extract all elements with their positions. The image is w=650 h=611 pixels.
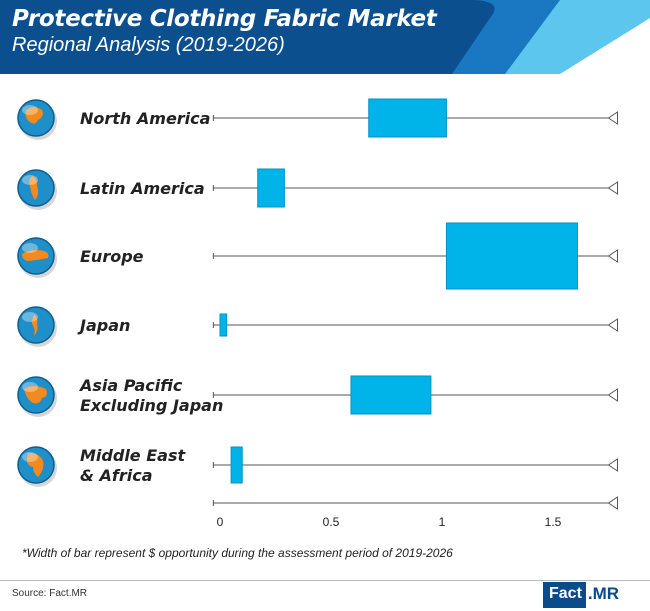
category-label: North America (80, 109, 210, 128)
category-label: Excluding Japan (80, 396, 223, 415)
title-block: Protective Clothing Fabric Market Region… (12, 6, 437, 58)
range-bar (230, 446, 243, 484)
category-label: Europe (80, 247, 144, 266)
globe-highlight (22, 452, 38, 462)
logo-fact-text: Fact (543, 582, 586, 608)
globe-highlight (22, 175, 38, 185)
header-dark-panel (0, 0, 495, 74)
globe-land (29, 176, 39, 200)
range-end-marker (607, 111, 618, 125)
globe-land (26, 453, 44, 477)
globe-highlight (22, 105, 38, 115)
globe-highlight (22, 382, 38, 392)
x-tick-label: 0.5 (323, 515, 340, 529)
range-bar (350, 375, 432, 415)
range-end-marker (607, 458, 618, 472)
factmr-logo: Fact .MR (543, 582, 624, 608)
logo-mr-text: .MR (585, 582, 624, 608)
globe-land (24, 386, 47, 404)
range-bar (368, 98, 447, 138)
header-banner (0, 0, 650, 74)
range-bar (219, 313, 228, 337)
globe-highlight (22, 312, 38, 322)
range-bar (257, 168, 285, 208)
range-bar (445, 222, 578, 290)
globe-land (25, 107, 43, 124)
range-end-marker (607, 388, 618, 402)
category-label: & Africa (80, 466, 153, 485)
x-tick-label: 1.5 (545, 515, 562, 529)
globe-land (32, 314, 38, 336)
x-tick-label: 0 (217, 515, 224, 529)
globe-highlight (22, 243, 38, 253)
category-label: Japan (77, 316, 130, 335)
category-label: Middle East (80, 446, 186, 465)
globe-land (22, 250, 49, 261)
source-note: Source: Fact.MR (12, 588, 88, 599)
footnote: *Width of bar represent $ opportunity du… (22, 546, 453, 560)
x-tick-label: 1 (439, 515, 446, 529)
range-end-marker (607, 181, 618, 195)
x-axis-end-marker (607, 496, 618, 510)
range-end-marker (607, 249, 618, 263)
category-label: Asia Pacific (78, 376, 183, 395)
footer-divider (0, 580, 650, 581)
range-end-marker (607, 318, 618, 332)
category-label: Latin America (80, 179, 205, 198)
chart-subtitle: Regional Analysis (2019-2026) (12, 34, 285, 56)
chart-title: Protective Clothing Fabric Market (12, 6, 437, 32)
chart-area: North America Latin America Europe Japan Asi… (17, 98, 618, 529)
